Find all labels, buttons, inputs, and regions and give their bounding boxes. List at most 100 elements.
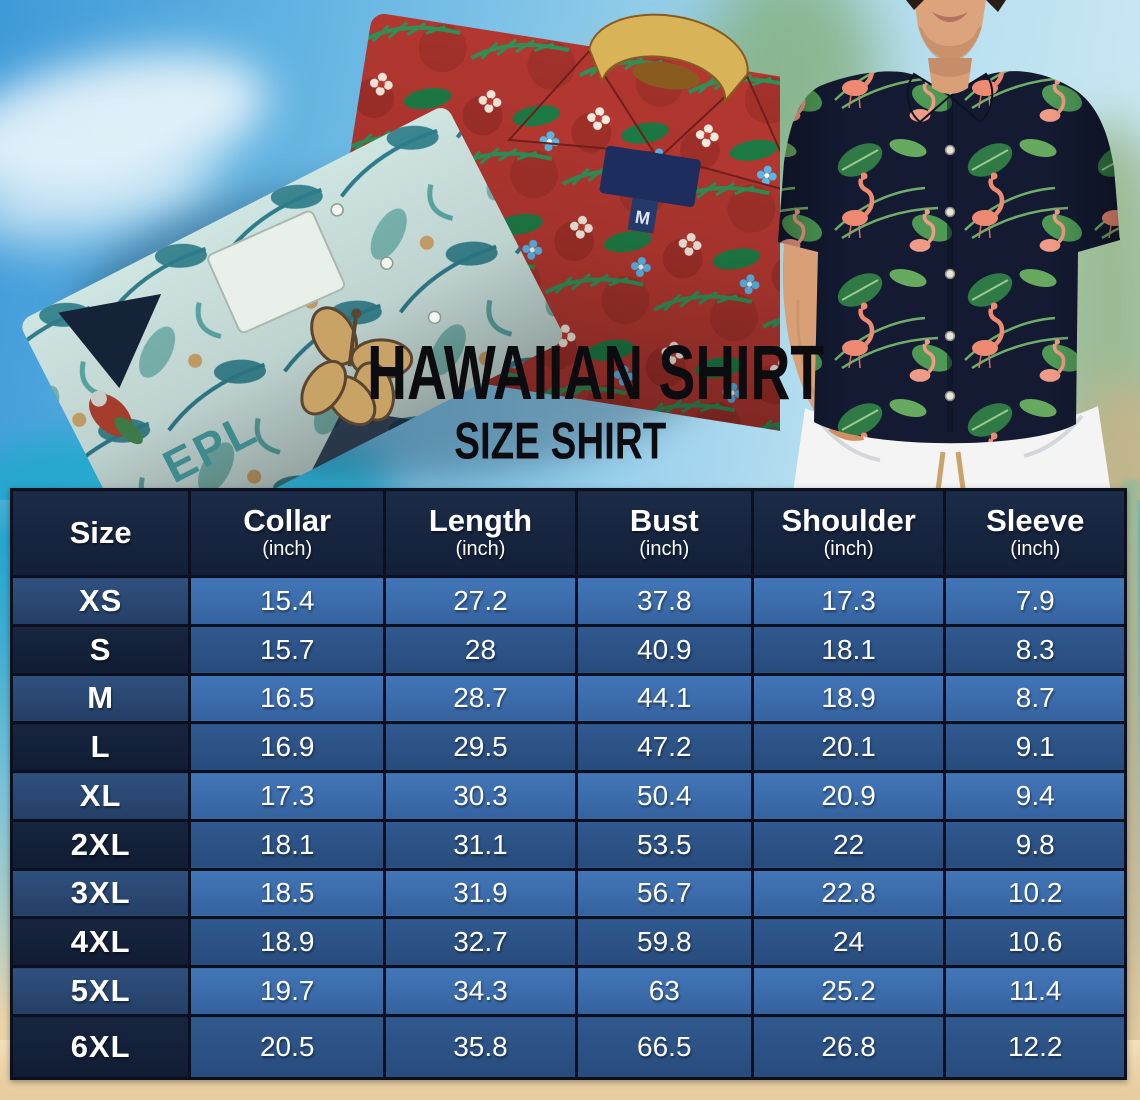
parrot — [89, 390, 143, 445]
header-cell-sleeve: Sleeve (inch) — [943, 488, 1127, 578]
size-cell: L — [9, 721, 192, 774]
hair — [906, 0, 1006, 12]
value-cell: 50.4 — [574, 770, 754, 822]
gold-logo-oval — [632, 61, 700, 90]
size-cell: 4XL — [9, 916, 192, 969]
folded-shirts-illustration: M IN EPL — [22, 13, 780, 500]
header-label: Shoulder — [781, 503, 916, 539]
value-cell: 59.8 — [574, 916, 754, 969]
value-cell: 56.7 — [574, 867, 754, 920]
header-unit: (inch) — [1010, 537, 1061, 560]
value-cell: 35.8 — [383, 1014, 578, 1080]
value-cell: 19.7 — [188, 965, 387, 1017]
value-cell: 17.3 — [750, 575, 947, 627]
model-wearing-flamingo-shirt — [778, 0, 1120, 500]
table-head: Size Collar (inch) Length (inch) Bust (inch) Sh… — [9, 488, 1127, 578]
header-cell-size: Size — [9, 488, 192, 578]
value-cell: 8.3 — [943, 623, 1127, 676]
value-cell: 12.2 — [943, 1014, 1127, 1080]
value-cell: 9.8 — [943, 818, 1127, 871]
header-label: Collar — [243, 503, 332, 539]
value-cell: 25.2 — [750, 965, 947, 1017]
value-cell: 28 — [383, 623, 578, 676]
beach-photo-background: M IN EPL — [0, 0, 1140, 500]
size-tag — [627, 197, 659, 234]
size-cell: 6XL — [9, 1014, 192, 1080]
navy-neck-label — [599, 145, 701, 208]
value-cell: 9.1 — [943, 721, 1127, 774]
header-label: Sleeve — [986, 503, 1085, 539]
header-label: Length — [428, 503, 533, 539]
value-cell: 18.9 — [750, 672, 947, 725]
value-cell: 31.1 — [383, 818, 578, 871]
table-body: XS 15.4 27.2 37.8 17.3 7.9 S 15.7 28 40.9 18.1 8.3 M… — [9, 575, 1127, 1080]
collar-point — [58, 293, 162, 389]
table-row-s: S 15.7 28 40.9 18.1 8.3 — [9, 623, 1127, 676]
table-row-l: L 16.9 29.5 47.2 20.1 9.1 — [9, 721, 1127, 774]
table-row-2xl: 2XL 18.1 31.1 53.5 22 9.8 — [9, 818, 1127, 871]
header-unit: (inch) — [639, 537, 690, 560]
hibiscus-flower — [300, 306, 414, 427]
table-row-4xl: 4XL 18.9 32.7 59.8 24 10.6 — [9, 916, 1127, 969]
shirt-buttons — [944, 144, 956, 402]
value-cell: 37.8 — [574, 575, 754, 627]
value-cell: 29.5 — [383, 721, 578, 774]
value-cell: 11.4 — [943, 965, 1127, 1017]
size-cell: 5XL — [9, 965, 192, 1017]
button-row — [330, 203, 442, 325]
collar-point — [312, 408, 411, 470]
table-row-5xl: 5XL 19.7 34.3 63 25.2 11.4 — [9, 965, 1127, 1017]
size-cell: XL — [9, 770, 192, 822]
size-cell: XS — [9, 575, 192, 627]
header-unit: (inch) — [455, 537, 506, 560]
value-cell: 8.7 — [943, 672, 1127, 725]
table-row-xs: XS 15.4 27.2 37.8 17.3 7.9 — [9, 575, 1127, 627]
value-cell: 20.9 — [750, 770, 947, 822]
size-cell: 2XL — [9, 818, 192, 871]
header-unit: (inch) — [262, 537, 313, 560]
teal-hawaiian-shirt: EPL — [22, 108, 563, 500]
value-cell: 31.9 — [383, 867, 578, 920]
value-cell: 20.5 — [188, 1014, 387, 1080]
value-cell: 17.3 — [188, 770, 387, 822]
value-cell: 30.3 — [383, 770, 578, 822]
value-cell: 22 — [750, 818, 947, 871]
value-cell: 18.1 — [750, 623, 947, 676]
table-row-xl: XL 17.3 30.3 50.4 20.9 9.4 — [9, 770, 1127, 822]
header-cell-bust: Bust (inch) — [574, 488, 754, 578]
header-cell-shoulder: Shoulder (inch) — [750, 488, 947, 578]
stubble-shadow — [918, 26, 982, 62]
table-row-m: M 16.5 28.7 44.1 18.9 8.7 — [9, 672, 1127, 725]
value-cell: 16.5 — [188, 672, 387, 725]
value-cell: 40.9 — [574, 623, 754, 676]
value-cell: 47.2 — [574, 721, 754, 774]
header-cell-collar: Collar (inch) — [188, 488, 387, 578]
header-label: Size — [69, 514, 132, 550]
value-cell: 32.7 — [383, 916, 578, 969]
value-cell: 15.4 — [188, 575, 387, 627]
lips — [932, 12, 968, 22]
value-cell: 24 — [750, 916, 947, 969]
header-cell-length: Length (inch) — [383, 488, 578, 578]
gold-neck-label — [588, 13, 749, 105]
chest-pocket — [207, 210, 346, 334]
value-cell: 18.1 — [188, 818, 387, 871]
shirt-collar-right — [948, 72, 994, 124]
value-cell: 34.3 — [383, 965, 578, 1017]
shirt-collar-left — [507, 49, 656, 154]
page-subtitle: SIZE SHIRT — [454, 411, 666, 470]
value-cell: 20.1 — [750, 721, 947, 774]
value-cell: 10.2 — [943, 867, 1127, 920]
value-cell: 66.5 — [574, 1014, 754, 1080]
value-cell: 16.9 — [188, 721, 387, 774]
page-title: HAWAIIAN SHIRT — [367, 329, 825, 416]
value-cell: 22.8 — [750, 867, 947, 920]
value-cell: 27.2 — [383, 575, 578, 627]
value-cell: 7.9 — [943, 575, 1127, 627]
blurred-right-edge — [1122, 480, 1140, 1080]
size-cell: M — [9, 672, 192, 725]
value-cell: 10.6 — [943, 916, 1127, 969]
size-cell: S — [9, 623, 192, 676]
size-tag-text: M — [634, 207, 652, 229]
value-cell: 44.1 — [574, 672, 754, 725]
